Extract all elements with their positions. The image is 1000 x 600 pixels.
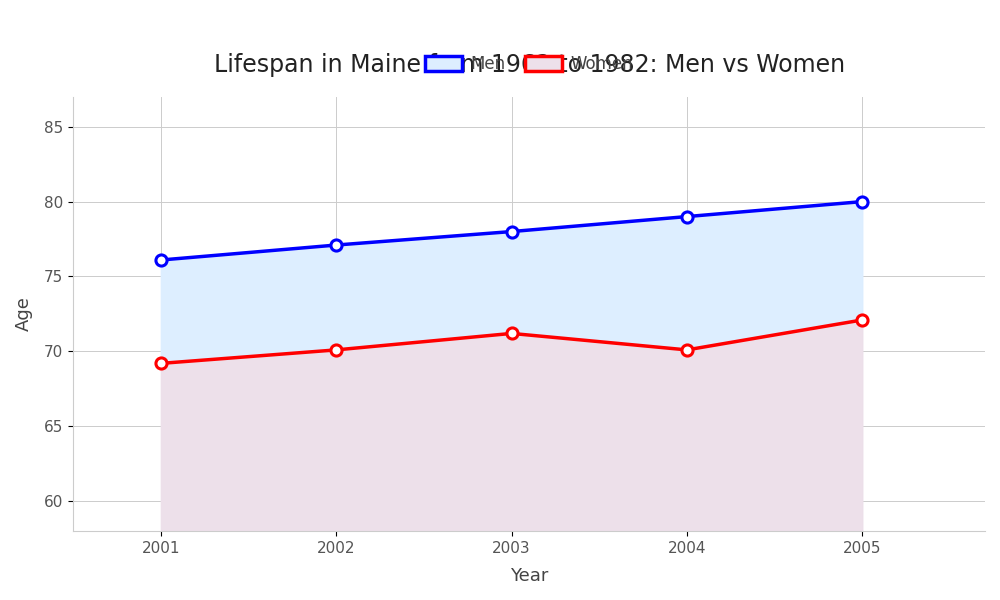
Y-axis label: Age: Age	[15, 296, 33, 331]
Title: Lifespan in Maine from 1962 to 1982: Men vs Women: Lifespan in Maine from 1962 to 1982: Men…	[214, 53, 845, 77]
Legend: Men, Women: Men, Women	[419, 49, 640, 80]
X-axis label: Year: Year	[510, 567, 548, 585]
